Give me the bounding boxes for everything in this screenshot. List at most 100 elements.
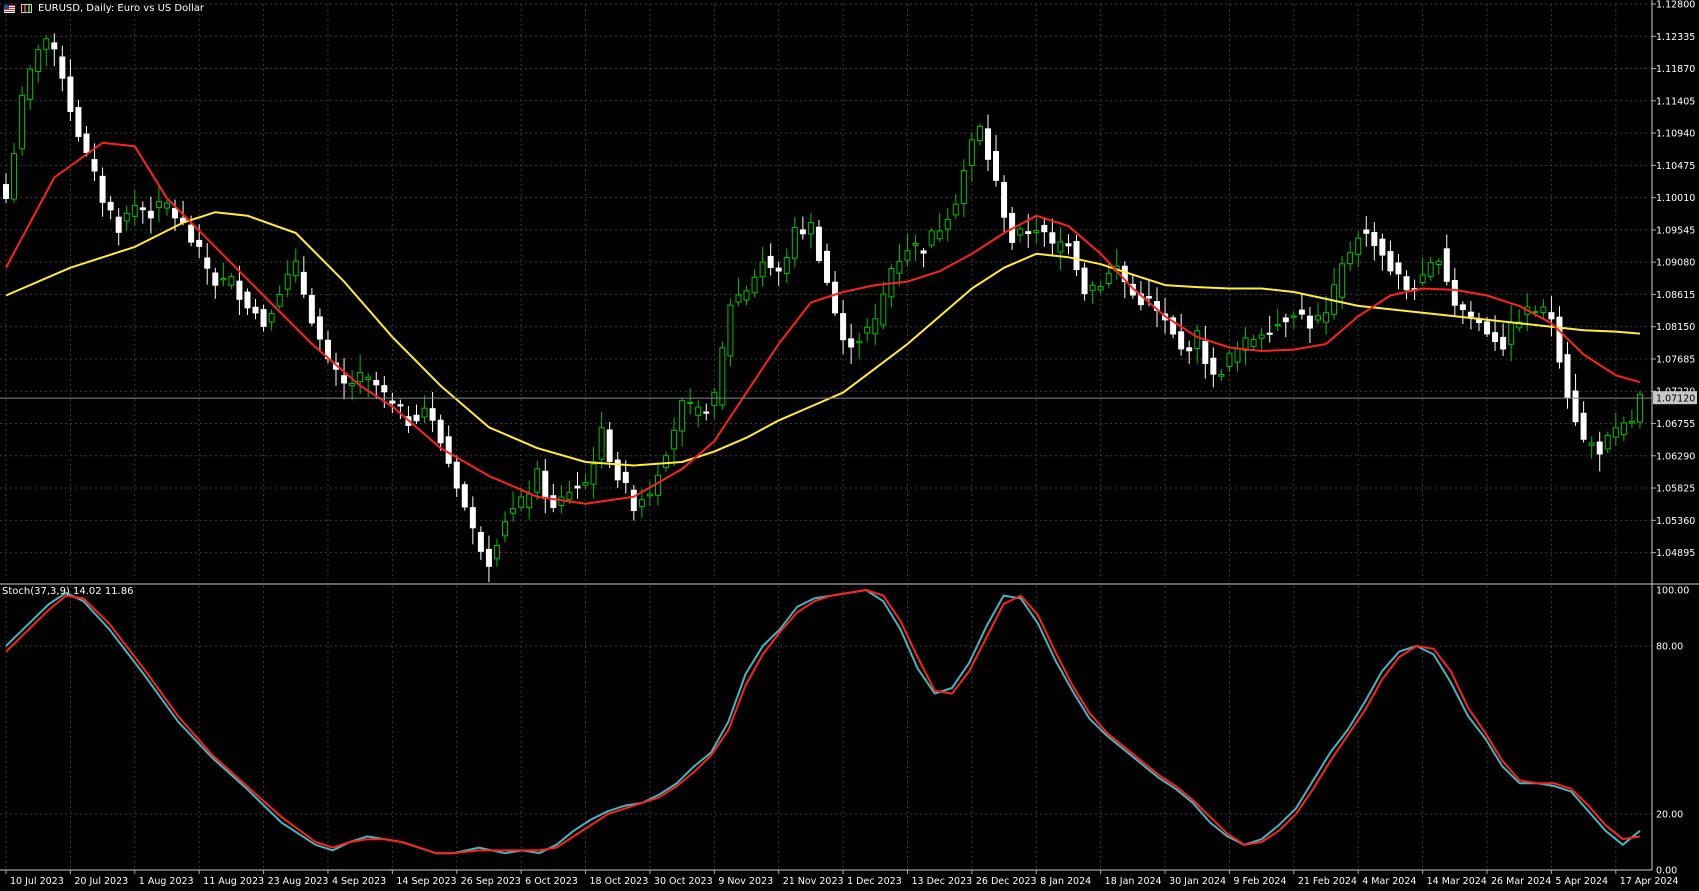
candle-body xyxy=(1339,263,1346,298)
date-tick-label: 10 Jul 2023 xyxy=(10,876,64,887)
candle-body xyxy=(928,230,935,246)
stoch-level-label: 80.00 xyxy=(1656,642,1683,653)
date-tick-label: 21 Feb 2024 xyxy=(1298,876,1357,887)
date-tick-label: 17 Apr 2024 xyxy=(1620,876,1679,887)
candle-body xyxy=(1500,336,1507,350)
candle-body xyxy=(502,521,509,537)
candle-body xyxy=(1371,232,1378,247)
price-tick-label: 1.10475 xyxy=(1656,161,1695,172)
candle-body xyxy=(1363,229,1370,234)
candle-body xyxy=(260,309,267,327)
candle-body xyxy=(622,471,629,483)
date-tick-label: 26 Sep 2023 xyxy=(461,876,521,887)
candle-body xyxy=(896,260,903,274)
bar-chart-icon[interactable] xyxy=(21,4,32,13)
candle-body xyxy=(236,280,243,300)
candle-body xyxy=(687,401,694,404)
price-tick-label: 1.09545 xyxy=(1656,225,1695,236)
date-tick-label: 9 Nov 2023 xyxy=(718,876,773,887)
candle-body xyxy=(1540,306,1547,313)
candle-body xyxy=(864,326,871,334)
stochastic-signal-line xyxy=(5,589,1641,855)
candle-body xyxy=(228,276,235,286)
candle-body xyxy=(11,153,18,200)
date-tick-label: 5 Apr 2024 xyxy=(1555,876,1608,887)
candle-body xyxy=(735,294,742,303)
candle-body xyxy=(1290,315,1297,318)
candle-body xyxy=(1298,309,1305,315)
candle-body xyxy=(1033,230,1040,233)
candle-body xyxy=(1572,390,1579,423)
candle-body xyxy=(284,273,291,290)
candle-body xyxy=(1419,274,1426,283)
candle-body xyxy=(1089,284,1096,291)
candle-body xyxy=(815,226,822,261)
date-tick-label: 9 Feb 2024 xyxy=(1233,876,1286,887)
candle-body xyxy=(518,496,525,508)
candle-body xyxy=(824,250,830,283)
price-tick-label: 1.11870 xyxy=(1656,64,1695,75)
candle-body xyxy=(510,508,517,514)
candle-body xyxy=(413,414,420,422)
candle-body xyxy=(936,230,943,240)
candle-body xyxy=(1323,312,1330,323)
candle-body xyxy=(791,226,798,259)
candle-body xyxy=(1403,276,1410,291)
candle-body xyxy=(1596,441,1603,455)
candle-body xyxy=(993,150,1000,181)
candle-body xyxy=(944,218,951,230)
candle-body xyxy=(679,400,686,432)
candle-body xyxy=(566,491,573,501)
candle-body xyxy=(43,38,50,50)
candle-body xyxy=(1459,304,1466,311)
candle-body xyxy=(204,257,211,269)
candle-body xyxy=(365,376,372,380)
candle-body xyxy=(397,404,404,407)
candle-body xyxy=(1081,267,1088,295)
candle-body xyxy=(1314,315,1321,321)
date-tick-label: 1 Dec 2023 xyxy=(847,876,902,887)
candle-body xyxy=(188,224,195,243)
candle-body xyxy=(99,175,106,203)
candle-body xyxy=(3,184,9,199)
candle-body xyxy=(840,313,847,341)
candle-body xyxy=(421,407,428,418)
candle-body xyxy=(1137,293,1144,306)
candle-body xyxy=(695,406,702,416)
price-tick-label: 1.12335 xyxy=(1656,32,1695,43)
candle-body xyxy=(968,139,975,167)
candle-body xyxy=(196,239,203,247)
date-tick-label: 26 Mar 2024 xyxy=(1491,876,1551,887)
candle-body xyxy=(1427,262,1434,277)
candle-body xyxy=(856,340,863,344)
candle-body xyxy=(1355,237,1362,255)
candle-body xyxy=(912,242,919,246)
candle-body xyxy=(880,293,887,326)
candle-body xyxy=(598,427,605,460)
candle-body xyxy=(630,489,637,511)
candle-body xyxy=(1387,251,1394,272)
date-tick-label: 8 Jan 2024 xyxy=(1040,876,1091,887)
candle-body xyxy=(1628,421,1635,424)
candle-body xyxy=(83,133,90,154)
candle-body xyxy=(1443,248,1450,282)
candle-body xyxy=(1282,317,1289,323)
candle-body xyxy=(984,128,991,160)
candle-body xyxy=(1484,321,1491,335)
candle-body xyxy=(107,201,114,211)
date-tick-label: 4 Mar 2024 xyxy=(1362,876,1416,887)
date-tick-label: 1 Aug 2023 xyxy=(139,876,194,887)
candle-body xyxy=(1097,286,1104,291)
candle-body xyxy=(574,485,581,489)
candle-body xyxy=(75,107,82,137)
candle-body xyxy=(373,380,380,386)
date-tick-label: 21 Nov 2023 xyxy=(783,876,844,887)
candle-body xyxy=(550,495,557,508)
candle-body xyxy=(1266,332,1273,335)
candle-body xyxy=(252,306,259,314)
symbol-title: EURUSD, Daily: Euro vs US Dollar xyxy=(38,3,205,14)
candle-body xyxy=(542,470,549,499)
candle-body xyxy=(1612,427,1619,438)
candle-body xyxy=(711,392,718,406)
